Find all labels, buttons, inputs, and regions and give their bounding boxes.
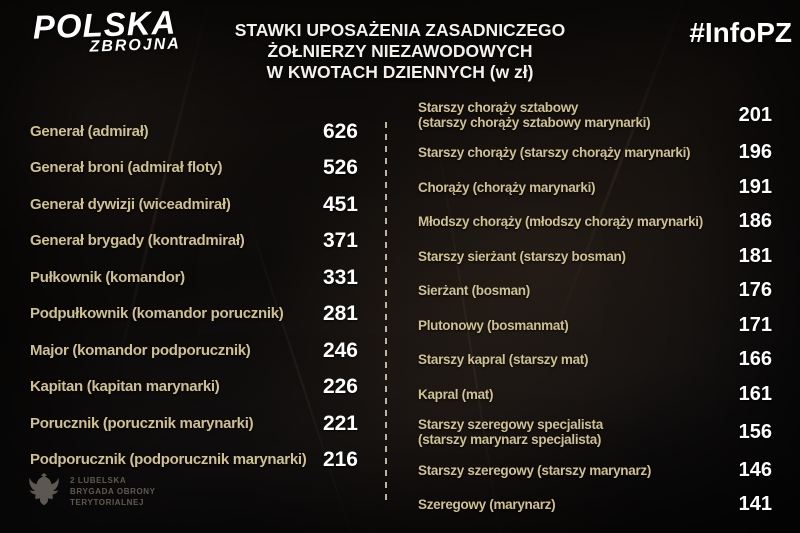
rank-label: Starszy chorąży sztabowy (starszy chorąż… xyxy=(418,100,651,130)
rank-label: Generał dywizji (wiceadmirał) xyxy=(30,195,231,213)
rank-label: Pułkownik (komandor) xyxy=(30,268,185,286)
rank-row: Major (komandor podporucznik) 246 xyxy=(30,339,358,363)
logo-line-2: ZBROJNA xyxy=(89,35,182,56)
rank-label: Starszy chorąży (starszy chorąży marynar… xyxy=(418,145,691,161)
rank-value: 176 xyxy=(738,279,772,302)
ranks-column-right: Starszy chorąży sztabowy (starszy chorąż… xyxy=(418,100,772,516)
rank-value: 246 xyxy=(322,338,358,362)
eagle-icon xyxy=(29,473,59,506)
brigade-badge: 2 LUBELSKA BRYGADA OBRONY TERYTORIALNEJ xyxy=(26,470,156,512)
rank-label: Młodszy chorąży (młodszy chorąży marynar… xyxy=(418,214,703,230)
rank-row: Porucznik (porucznik marynarki) 221 xyxy=(30,412,358,436)
rank-row: Sierżant (bosman) 176 xyxy=(418,279,772,302)
title-line-2: ŻOŁNIERZY NIEZAWODOWYCH xyxy=(267,41,533,61)
rank-label: Chorąży (chorąży marynarki) xyxy=(418,179,596,195)
rank-label: Starszy kapral (starszy mat) xyxy=(418,352,589,368)
rank-row: Podpułkownik (komandor porucznik) 281 xyxy=(30,302,358,326)
rank-row: Starszy szeregowy (starszy marynarz) 146 xyxy=(418,459,772,482)
rank-row: Generał (admirał) 626 xyxy=(30,120,358,144)
rank-row: Starszy sierżant (starszy bosman) 181 xyxy=(418,245,772,268)
rank-row: Generał broni (admirał floty) 526 xyxy=(30,156,358,180)
badge-line-3: TERYTORIALNEJ xyxy=(70,497,145,507)
rank-row: Starszy chorąży (starszy chorąży marynar… xyxy=(418,141,772,164)
column-divider xyxy=(385,122,387,505)
title-line-1: STAWKI UPOSAŻENIA ZASADNICZEGO xyxy=(234,20,566,40)
rank-value: 181 xyxy=(738,244,772,267)
brigade-badge-text: 2 LUBELSKA BRYGADA OBRONY TERYTORIALNEJ xyxy=(70,475,156,508)
rank-value: 141 xyxy=(738,492,772,515)
rank-row: Starszy szeregowy specjalista (starszy m… xyxy=(418,417,772,447)
rank-label: Plutonowy (bosmanmat) xyxy=(418,317,569,333)
rank-value: 161 xyxy=(738,382,772,405)
rank-row: Szeregowy (marynarz) 141 xyxy=(418,493,772,516)
rank-value: 626 xyxy=(322,120,358,143)
rank-value: 331 xyxy=(322,265,358,289)
rank-value: 166 xyxy=(738,348,772,371)
hashtag-infopz: #InfoPZ xyxy=(689,17,792,48)
polska-zbrojna-logo: POLSKA ZBROJNA xyxy=(32,4,182,57)
rank-label: Starszy szeregowy (starszy marynarz) xyxy=(418,462,652,478)
rank-row: Generał dywizji (wiceadmirał) 451 xyxy=(30,193,358,217)
rank-value: 186 xyxy=(738,210,772,233)
rank-label: Generał brygady (kontradmirał) xyxy=(30,232,245,250)
rank-value: 196 xyxy=(738,141,772,164)
rank-value: 171 xyxy=(738,313,772,336)
ranks-column-left: Generał (admirał) 626 Generał broni (admir… xyxy=(30,120,358,472)
rank-label: Sierżant (bosman) xyxy=(418,283,530,299)
rank-value: 201 xyxy=(738,103,772,126)
rank-row: Plutonowy (bosmanmat) 171 xyxy=(418,314,772,337)
rank-label: Starszy szeregowy specjalista (starszy m… xyxy=(418,417,603,448)
rank-row: Chorąży (chorąży marynarki) 191 xyxy=(418,176,772,199)
poster-title: STAWKI UPOSAŻENIA ZASADNICZEGO ŻOŁNIERZY… xyxy=(200,20,600,83)
rank-label: Starszy sierżant (starszy bosman) xyxy=(418,248,626,264)
rank-row: Pułkownik (komandor) 331 xyxy=(30,266,358,290)
rank-label: Generał (admirał) xyxy=(30,123,149,140)
rank-value: 226 xyxy=(322,375,358,399)
rank-row: Kapral (mat) 161 xyxy=(418,383,772,406)
rank-label: Podporucznik (podporucznik marynarki) xyxy=(30,450,307,468)
rank-value: 526 xyxy=(322,156,358,180)
badge-line-1: 2 LUBELSKA xyxy=(70,475,127,485)
title-line-3: W KWOTACH DZIENNYCH (w zł) xyxy=(266,62,534,82)
rank-row: Kapitan (kapitan marynarki) 226 xyxy=(30,375,358,399)
rank-value: 216 xyxy=(322,447,358,471)
rank-value: 371 xyxy=(322,229,358,253)
rank-value: 156 xyxy=(738,420,772,443)
rank-value: 191 xyxy=(738,175,772,198)
rank-value: 451 xyxy=(322,192,358,216)
rank-row: Starszy kapral (starszy mat) 166 xyxy=(418,348,772,371)
rank-value: 146 xyxy=(738,458,772,481)
rank-label: Podpułkownik (komandor porucznik) xyxy=(30,305,284,323)
rank-label: Kapral (mat) xyxy=(418,386,494,402)
rank-label: Porucznik (porucznik marynarki) xyxy=(30,414,254,432)
rank-value: 221 xyxy=(322,411,358,435)
rank-row: Młodszy chorąży (młodszy chorąży marynar… xyxy=(418,210,772,233)
rank-label: Kapitan (kapitan marynarki) xyxy=(30,378,220,396)
rank-label: Generał broni (admirał floty) xyxy=(30,159,223,177)
rank-row: Podporucznik (podporucznik marynarki) 216 xyxy=(30,448,358,472)
rank-row: Generał brygady (kontradmirał) 371 xyxy=(30,229,358,253)
rank-value: 281 xyxy=(322,302,358,326)
badge-line-2: BRYGADA OBRONY xyxy=(70,486,156,496)
rank-row: Starszy chorąży sztabowy (starszy chorąż… xyxy=(418,100,772,130)
rank-label: Szeregowy (marynarz) xyxy=(418,496,556,512)
rank-label: Major (komandor podporucznik) xyxy=(30,341,251,359)
